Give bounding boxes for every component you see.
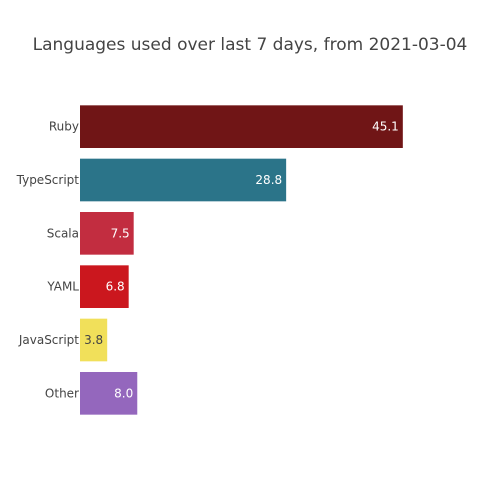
bar-yaml xyxy=(80,265,129,308)
tick-label-ruby: Ruby xyxy=(49,120,79,134)
value-label-typescript: 28.8 xyxy=(255,173,282,187)
value-label-javascript: 3.8 xyxy=(84,333,103,347)
bar-typescript xyxy=(80,158,287,202)
bar-javascript xyxy=(80,318,108,362)
value-label-ruby: 45.1 xyxy=(372,120,399,134)
bars-layer xyxy=(80,105,403,415)
tick-label-yaml: YAML xyxy=(46,280,79,294)
category-tick-labels: Ruby TypeScript Scala YAML JavaScript Other xyxy=(16,120,80,401)
tick-label-other: Other xyxy=(45,386,79,400)
value-label-yaml: 6.8 xyxy=(106,280,125,294)
tick-label-javascript: JavaScript xyxy=(18,333,79,347)
value-labels: 45.1 28.8 7.5 6.8 3.8 8.0 xyxy=(84,120,399,401)
value-label-other: 8.0 xyxy=(114,386,133,400)
tick-label-typescript: TypeScript xyxy=(16,173,80,187)
tick-label-scala: Scala xyxy=(47,226,79,240)
chart-title: Languages used over last 7 days, from 20… xyxy=(33,35,468,55)
bar-ruby xyxy=(80,105,403,148)
bar-other xyxy=(80,372,138,415)
value-label-scala: 7.5 xyxy=(111,226,130,240)
bar-scala xyxy=(80,212,134,255)
